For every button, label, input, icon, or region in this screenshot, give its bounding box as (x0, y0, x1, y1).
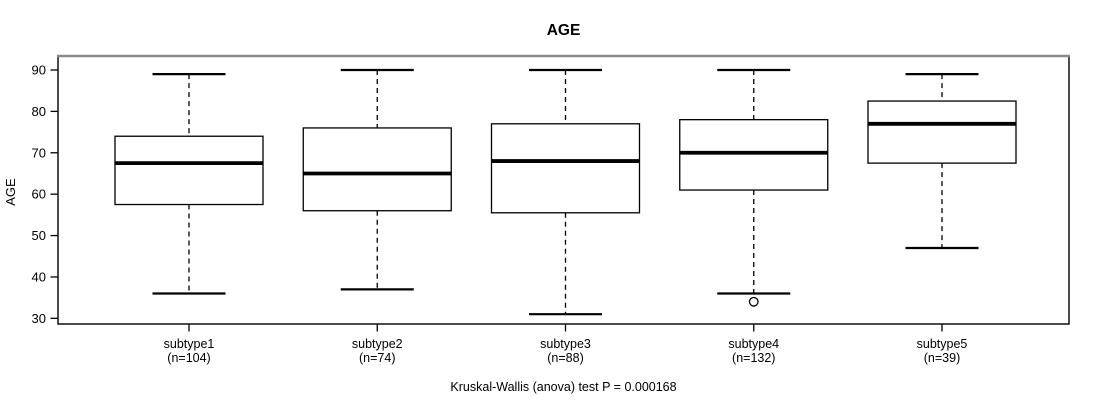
x-category-sublabel: (n=132) (732, 351, 775, 365)
x-category-label: subtype5 (917, 337, 968, 351)
y-tick-label: 70 (32, 145, 46, 160)
y-tick-label: 60 (32, 187, 46, 202)
y-axis-label: AGE (3, 178, 18, 206)
y-tick-label: 40 (32, 269, 46, 284)
y-tick-label: 90 (32, 63, 46, 78)
iqr-box (867, 100, 1017, 164)
iqr-box (302, 127, 452, 212)
y-tick-label: 50 (32, 228, 46, 243)
x-category-sublabel: (n=74) (359, 351, 395, 365)
y-tick-label: 30 (32, 311, 46, 326)
iqr-box (490, 123, 641, 214)
box-group-subtype2: subtype2(n=74) (302, 68, 452, 365)
chart-title: AGE (547, 22, 581, 39)
stats-caption: Kruskal-Wallis (anova) test P = 0.000168 (450, 380, 676, 394)
iqr-box (114, 135, 264, 206)
box-group-subtype3: subtype3(n=88) (490, 68, 641, 365)
x-category-label: subtype4 (728, 337, 779, 351)
x-category-sublabel: (n=88) (547, 351, 583, 365)
iqr-box (679, 119, 829, 191)
x-category-label: subtype1 (164, 337, 215, 351)
x-category-label: subtype3 (540, 337, 591, 351)
box-group-subtype5: subtype5(n=39) (867, 73, 1017, 365)
x-category-label: subtype2 (352, 337, 403, 351)
y-tick-label: 80 (32, 104, 46, 119)
plot-content: 30405060708090subtype1(n=104)subtype2(n=… (32, 54, 1070, 365)
x-category-sublabel: (n=39) (924, 351, 960, 365)
box-group-subtype1: subtype1(n=104) (114, 73, 264, 365)
outlier-point (748, 296, 759, 307)
x-category-sublabel: (n=104) (167, 351, 210, 365)
box-group-subtype4: subtype4(n=132) (679, 68, 829, 365)
